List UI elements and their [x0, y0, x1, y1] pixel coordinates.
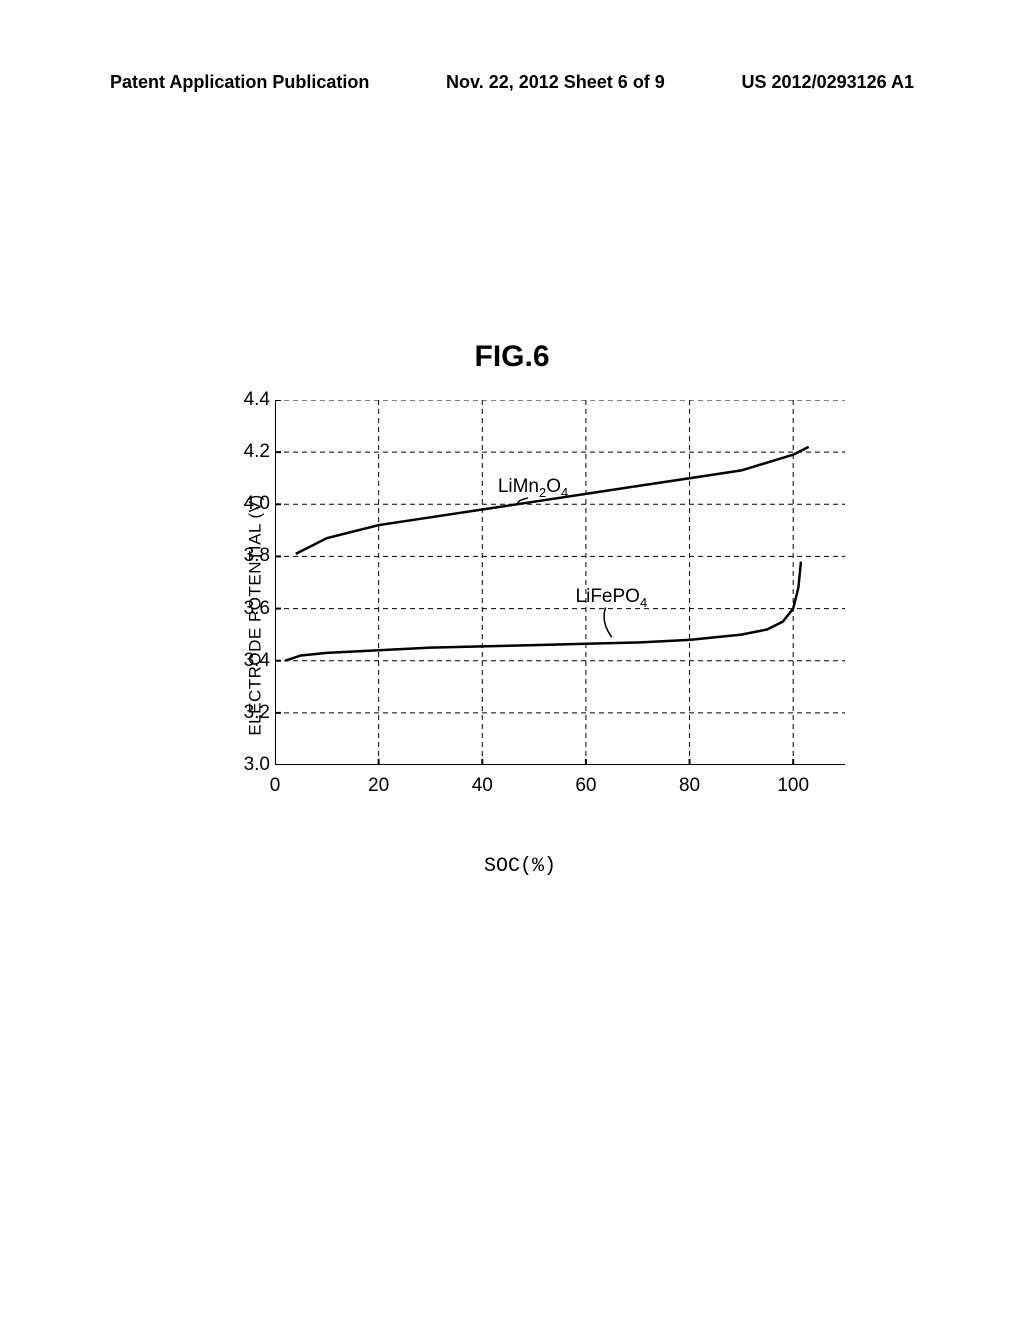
y-tick-label: 3.2: [244, 702, 270, 724]
x-tick-label: 20: [368, 775, 389, 797]
x-tick-label: 100: [777, 775, 809, 797]
x-tick-label: 40: [472, 775, 493, 797]
pointers: [518, 498, 612, 637]
x-axis-label: SOC(%): [484, 855, 556, 878]
y-tick-label: 3.0: [244, 754, 270, 776]
x-tick-label: 80: [679, 775, 700, 797]
header-right: US 2012/0293126 A1: [742, 72, 914, 93]
figure-title: FIG.6: [474, 340, 549, 374]
y-tick-label: 3.6: [244, 598, 270, 620]
x-tick-label: 60: [575, 775, 596, 797]
curve-label-LiFePO4: LiFePO4: [576, 586, 648, 610]
y-tick-label: 4.2: [244, 441, 270, 463]
y-tick-label: 4.0: [244, 493, 270, 515]
plot-area: LiMn2O4 LiFePO4: [275, 400, 845, 765]
chart-svg: [275, 400, 845, 765]
grid-lines: [275, 400, 845, 765]
x-tick-label: 0: [270, 775, 281, 797]
header-left: Patent Application Publication: [110, 72, 369, 93]
y-tick-label: 3.4: [244, 650, 270, 672]
curve-LiMn2O4: [296, 447, 809, 554]
header-center: Nov. 22, 2012 Sheet 6 of 9: [446, 72, 665, 93]
axes: [275, 400, 845, 765]
y-tick-label: 4.4: [244, 389, 270, 411]
page-header: Patent Application Publication Nov. 22, …: [0, 72, 1024, 93]
curve-LiFePO4: [285, 562, 801, 661]
curve-label-LiMn2O4: LiMn2O4: [498, 476, 568, 500]
y-tick-label: 3.8: [244, 545, 270, 567]
chart: ELECTRODE POTENTIAL (V) LiMn2O4LiFePO4 3…: [180, 400, 860, 830]
